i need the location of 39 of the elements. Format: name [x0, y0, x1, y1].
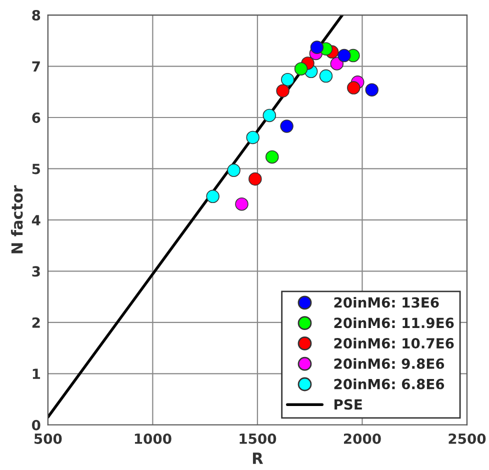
point	[310, 40, 324, 54]
y-tick-label: 7	[32, 61, 40, 72]
x-tick-label: 500	[34, 433, 62, 444]
legend-label: 20inM6: 11.9E6	[334, 317, 454, 328]
point	[235, 197, 248, 211]
legend-label: 20inM6: 13E6	[334, 297, 439, 308]
point	[365, 83, 378, 96]
x-tick-label: 2000	[344, 433, 381, 444]
point	[276, 84, 290, 98]
point	[206, 190, 220, 204]
y-tick-label: 0	[32, 420, 40, 430]
x-tick-label: 2500	[448, 433, 486, 444]
point	[262, 108, 276, 122]
point	[280, 120, 294, 133]
y-tick-label: 5	[32, 164, 40, 174]
x-tick-label: 1500	[240, 433, 276, 444]
y-tick-label: 3	[32, 266, 40, 277]
legend-label: 20inM6: 6.8E6	[334, 378, 444, 390]
point	[319, 69, 333, 83]
point	[338, 48, 351, 62]
point	[330, 57, 344, 70]
y-tick-label: 4	[32, 215, 40, 226]
legend-label: 20inM6: 10.7E6	[334, 338, 454, 349]
y-axis-title: N factor	[10, 185, 23, 254]
x-axis-title: R	[252, 452, 264, 464]
point	[246, 130, 260, 144]
x-tick-label: 1000	[134, 433, 172, 444]
point	[227, 164, 240, 177]
point	[294, 62, 308, 76]
y-tick-label: 1	[32, 368, 40, 379]
point	[281, 72, 294, 86]
legend-label: 20inM6: 9.8E6	[334, 358, 444, 369]
y-tick-label: 6	[32, 112, 40, 123]
point	[248, 172, 262, 186]
legend-label: PSE	[334, 399, 362, 410]
y-tick-label: 2	[32, 317, 40, 328]
point	[347, 81, 360, 94]
y-tick-label: 8	[32, 10, 40, 21]
point	[265, 150, 279, 164]
